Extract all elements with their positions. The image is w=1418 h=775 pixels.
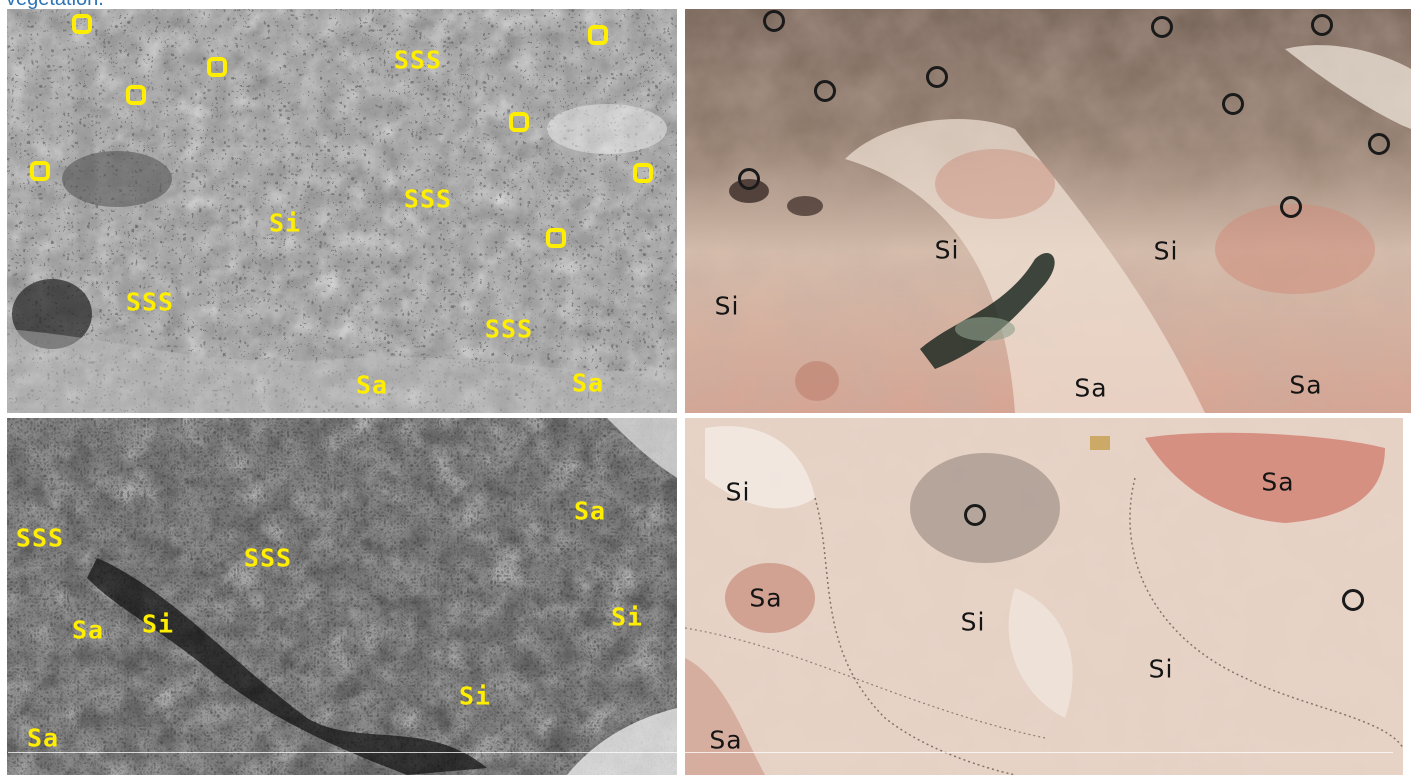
terrain-label-si: Si xyxy=(458,681,492,711)
circle-marker-icon xyxy=(546,228,566,248)
terrain-label-sa: Sa xyxy=(571,368,605,398)
circle-marker-icon xyxy=(926,66,948,88)
terrain-label-si: Si xyxy=(725,477,751,507)
circle-marker-icon xyxy=(1280,196,1302,218)
circle-marker-icon xyxy=(72,14,92,34)
map-panel-bottom-left: SSS SSS Sa Sa Si Si Si Sa xyxy=(7,418,677,775)
terrain-label-si: Si xyxy=(1153,236,1179,266)
circle-marker-icon xyxy=(126,85,146,105)
circle-marker-icon xyxy=(1311,14,1333,36)
terrain-label-sa: Sa xyxy=(1261,467,1295,497)
circle-marker-icon xyxy=(1368,133,1390,155)
circle-marker-icon xyxy=(1222,93,1244,115)
terrain-label-sa: Sa xyxy=(1074,373,1108,403)
terrain-label-si: Si xyxy=(610,602,644,632)
terrain-label-sa: Sa xyxy=(1289,370,1323,400)
circle-marker-icon xyxy=(30,161,50,181)
circle-marker-icon xyxy=(207,57,227,77)
horizontal-rule xyxy=(8,752,1393,753)
terrain-label-si: Si xyxy=(714,291,740,321)
grayscale-terrain-image xyxy=(7,418,677,775)
terrain-label-sa: Sa xyxy=(749,583,783,613)
circle-marker-icon xyxy=(1342,589,1364,611)
terrain-label-si: Si xyxy=(934,235,960,265)
circle-marker-icon xyxy=(633,163,653,183)
circle-marker-icon xyxy=(964,504,986,526)
circle-marker-icon xyxy=(588,25,608,45)
terrain-label-sa: Sa xyxy=(355,370,389,400)
map-panel-bottom-right: Si Sa Sa Si Si Sa xyxy=(685,418,1403,775)
circle-marker-icon xyxy=(814,80,836,102)
terrain-label-si: Si xyxy=(1148,654,1174,684)
circle-marker-icon xyxy=(738,168,760,190)
circle-marker-icon xyxy=(1151,16,1173,38)
terrain-label-sss: SSS xyxy=(393,45,443,75)
terrain-label-sss: SSS xyxy=(403,184,453,214)
terrain-label-sa: Sa xyxy=(709,725,743,755)
grayscale-terrain-image xyxy=(7,9,677,413)
terrain-label-sa: Sa xyxy=(26,723,60,753)
terrain-label-sss: SSS xyxy=(15,523,65,553)
terrain-label-sss: SSS xyxy=(125,287,175,317)
terrain-label-sa: Sa xyxy=(573,496,607,526)
figure-caption: vegetation. xyxy=(6,0,104,11)
terrain-label-sss: SSS xyxy=(484,314,534,344)
terrain-label-sa: Sa xyxy=(71,615,105,645)
circle-marker-icon xyxy=(763,10,785,32)
terrain-label-sss: SSS xyxy=(243,543,293,573)
circle-marker-icon xyxy=(509,112,529,132)
map-panel-top-right: Si Si Si Sa Sa xyxy=(685,9,1411,413)
terrain-label-si: Si xyxy=(268,208,302,238)
map-panel-top-left: SSS SSS SSS SSS Si Sa Sa xyxy=(7,9,677,413)
color-satellite-image xyxy=(685,9,1411,413)
terrain-label-si: Si xyxy=(141,609,175,639)
terrain-label-si: Si xyxy=(960,607,986,637)
color-satellite-image xyxy=(685,418,1403,775)
